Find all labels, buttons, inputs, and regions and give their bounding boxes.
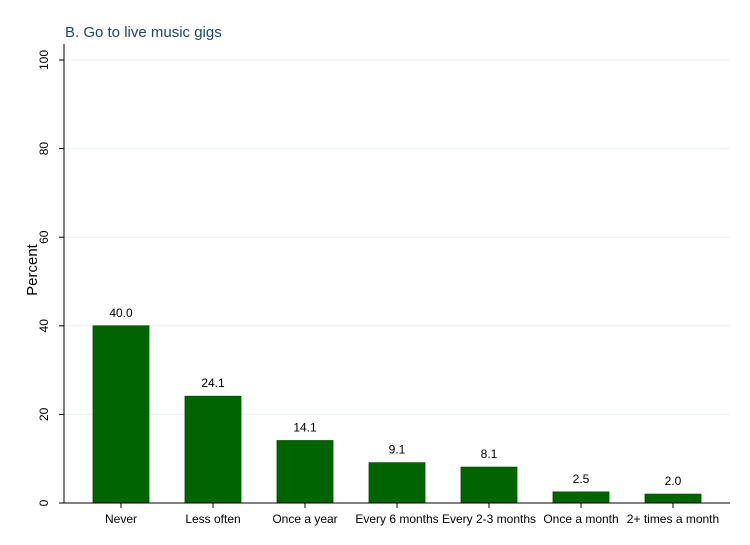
bar-6 [644, 493, 702, 504]
category-label-2: Once a year [272, 512, 337, 526]
y-axis-ticks: 0 20 40 60 80 100 [37, 50, 64, 506]
y-tick-label-2: 40 [37, 319, 51, 333]
y-tick-label-0: 0 [37, 499, 51, 506]
bar-3 [368, 462, 426, 504]
bar-2 [276, 440, 334, 504]
chart-title: B. Go to live music gigs [65, 24, 222, 41]
category-label-5: Once a month [543, 512, 618, 526]
data-labels: 40.0 24.1 14.1 9.1 8.1 2.5 2.0 [109, 306, 681, 488]
bars [92, 325, 702, 504]
bar-5 [552, 491, 610, 504]
category-label-4: Every 2-3 months [442, 512, 536, 526]
data-label-5: 2.5 [573, 472, 590, 486]
data-label-2: 14.1 [293, 421, 317, 435]
data-label-1: 24.1 [201, 376, 225, 390]
y-tick-label-1: 20 [37, 407, 51, 421]
category-label-6: 2+ times a month [627, 512, 719, 526]
y-tick-label-4: 80 [37, 142, 51, 156]
grid-lines [64, 59, 730, 415]
x-axis-category-labels: Never Less often Once a year Every 6 months… [105, 503, 719, 526]
category-label-1: Less often [185, 512, 240, 526]
bar-1 [184, 395, 242, 504]
y-axis-label: Percent [24, 243, 41, 296]
data-label-6: 2.0 [665, 474, 682, 488]
data-label-3: 9.1 [389, 443, 406, 457]
bar-0 [92, 325, 150, 504]
y-tick-label-3: 60 [37, 230, 51, 244]
category-label-0: Never [105, 512, 137, 526]
category-label-3: Every 6 months [355, 512, 438, 526]
y-tick-label-5: 100 [37, 50, 51, 70]
bar-4 [460, 466, 518, 504]
data-label-0: 40.0 [109, 306, 133, 320]
data-label-4: 8.1 [481, 447, 498, 461]
